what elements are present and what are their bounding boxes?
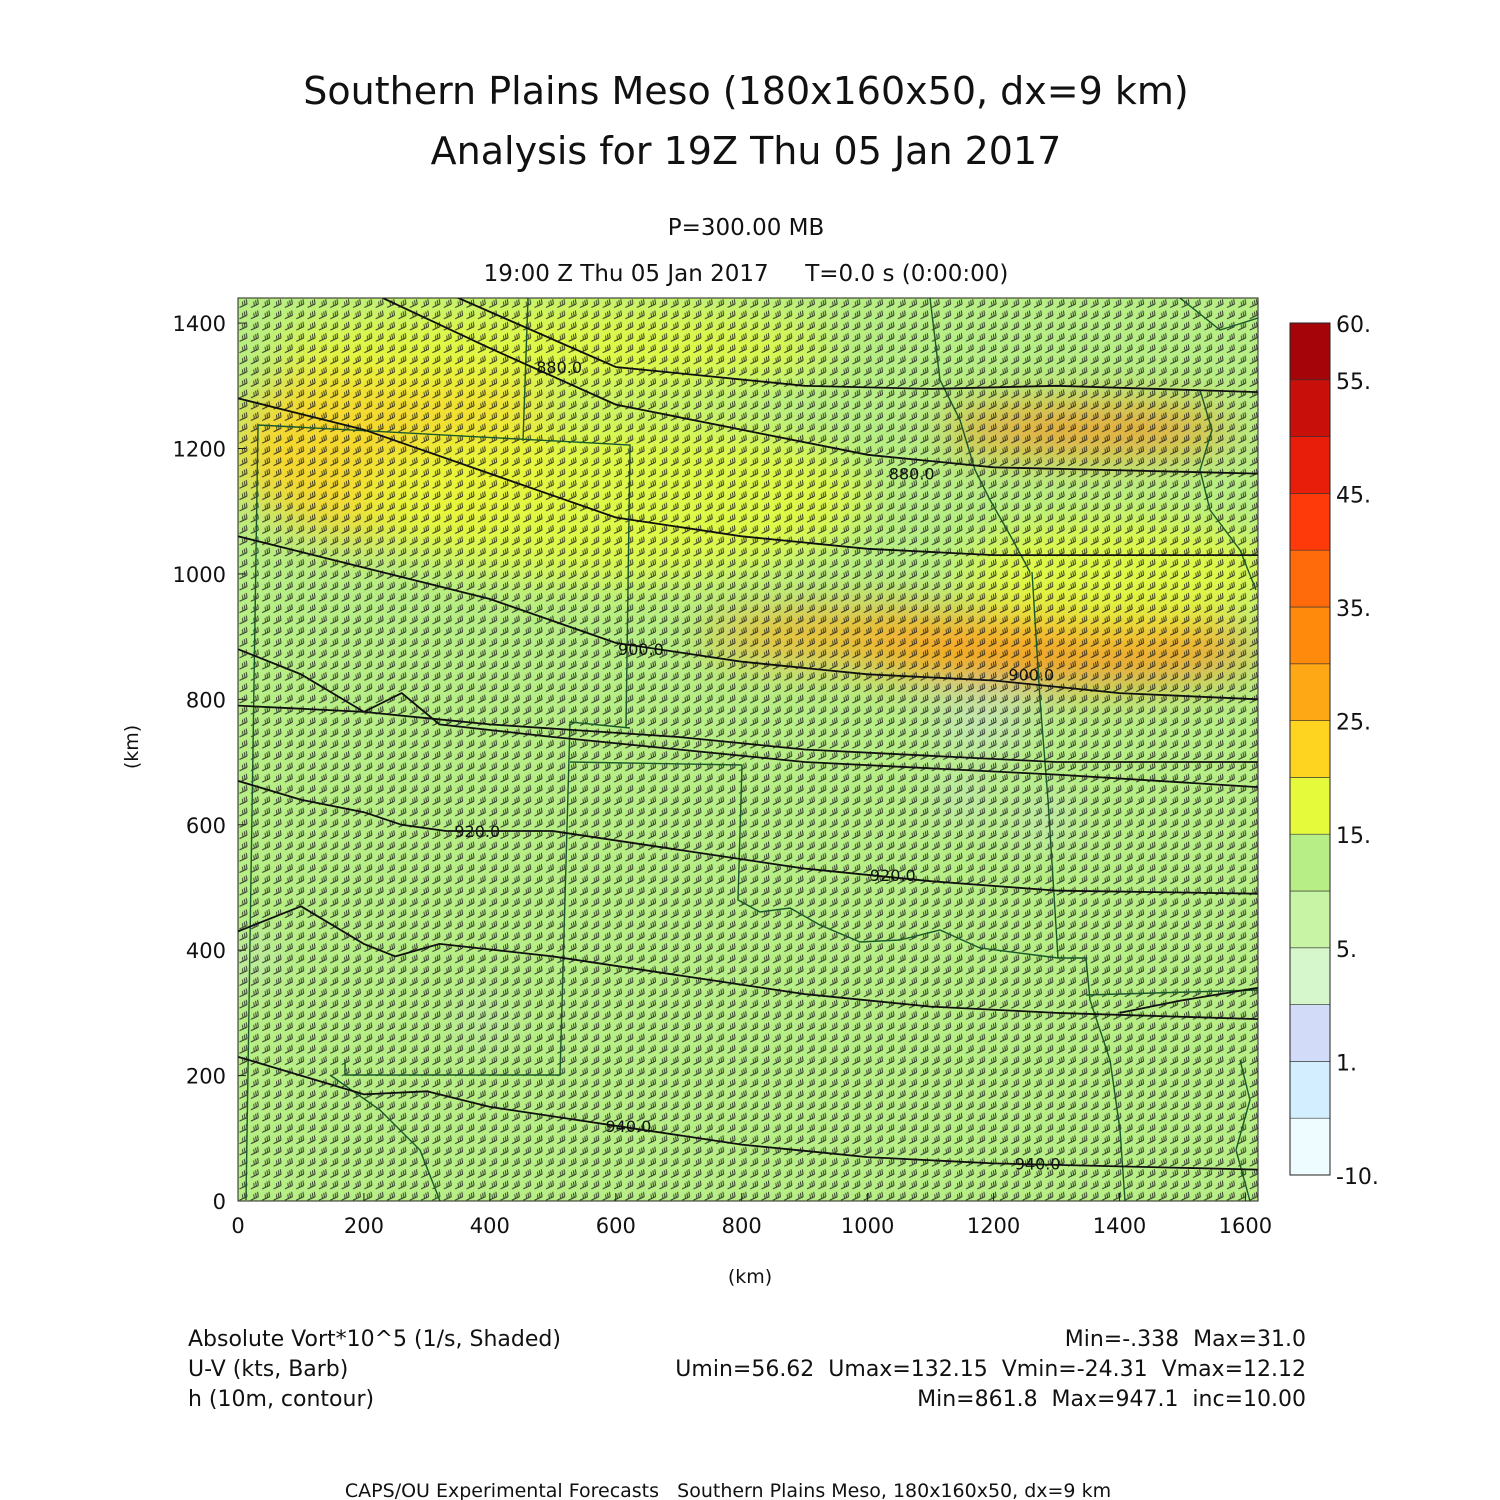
colorbar-segment xyxy=(1289,833,1331,892)
y-tick-label: 0 xyxy=(213,1190,226,1214)
height-contour-labels: 880.0 880.0 900.0 900.0 920.0 920.0 940.0 940.0 xyxy=(454,358,1060,1173)
chart-title-line1: Southern Plains Meso (180x160x50, dx=9 k… xyxy=(303,69,1188,113)
colorbar-segment xyxy=(1289,1004,1331,1062)
x-tick-label: 0 xyxy=(231,1214,244,1238)
contour-label: 880.0 xyxy=(536,358,582,377)
height-contours xyxy=(238,298,1258,1171)
y-tick-label: 600 xyxy=(186,814,226,838)
y-axis: 0 200 400 600 800 1000 1200 1400 xyxy=(173,312,246,1214)
height-contour-900 xyxy=(238,535,1258,701)
height-contour-890 xyxy=(238,397,1258,556)
contour-label: 900.0 xyxy=(618,640,664,659)
pressure-level-label: P=300.00 MB xyxy=(668,215,825,241)
x-tick-label: 1600 xyxy=(1219,1214,1272,1238)
field1-label: Absolute Vort*10^5 (1/s, Shaded) xyxy=(188,1327,561,1352)
colorbar-tick-label: 5. xyxy=(1336,938,1357,963)
valid-time-label: 19:00 Z Thu 05 Jan 2017 T=0.0 s (0:00:00… xyxy=(484,261,1009,287)
y-tick-label: 800 xyxy=(186,688,226,712)
colorbar-segment xyxy=(1289,890,1331,949)
y-tick-label: 1000 xyxy=(173,563,226,587)
colorbar: -10. 1. 5. 15. 25. 35. 45. 55. 60. xyxy=(1289,313,1379,1190)
colorbar-segment xyxy=(1289,322,1331,381)
colorbar-segment xyxy=(1289,379,1331,437)
field1-stats: Min=-.338 Max=31.0 xyxy=(1065,1327,1306,1352)
height-contour-900 xyxy=(238,648,1258,788)
colorbar-segment xyxy=(1289,720,1331,778)
height-contour-930 xyxy=(238,905,1258,1020)
colorbar-frame xyxy=(1289,322,1331,1176)
height-contour-910 xyxy=(238,704,1258,763)
colorbar-segment xyxy=(1289,606,1331,665)
contour-label: 900.0 xyxy=(1008,665,1054,684)
x-tick-label: 800 xyxy=(722,1214,762,1238)
y-tick-label: 1200 xyxy=(173,438,226,462)
y-tick-label: 1400 xyxy=(173,312,226,336)
height-contour-920 xyxy=(238,780,1258,895)
colorbar-tick-label: 1. xyxy=(1336,1051,1357,1076)
x-axis: 0 200 400 600 800 1000 1200 1400 1600 xyxy=(231,1193,1272,1238)
contour-label: 920.0 xyxy=(870,866,916,885)
field2-label: U-V (kts, Barb) xyxy=(188,1357,348,1382)
colorbar-segment xyxy=(1289,493,1331,551)
contour-label: 940.0 xyxy=(1015,1154,1061,1173)
colorbar-tick-label: 45. xyxy=(1336,483,1371,508)
x-tick-label: 400 xyxy=(470,1214,510,1238)
colorbar-tick-label: 15. xyxy=(1336,824,1371,849)
height-contour-880 xyxy=(382,298,1258,475)
colorbar-segment xyxy=(1289,436,1331,494)
x-tick-label: 1000 xyxy=(841,1214,894,1238)
colorbar-segment xyxy=(1289,1117,1331,1176)
colorbar-segment xyxy=(1289,947,1331,1005)
height-contour-940 xyxy=(238,1055,1258,1171)
field3-label: h (10m, contour) xyxy=(188,1387,374,1412)
colorbar-tick-label: -10. xyxy=(1336,1165,1379,1190)
field2-stats: Umin=56.62 Umax=132.15 Vmin=-24.31 Vmax=… xyxy=(675,1357,1306,1382)
colorbar-segment xyxy=(1289,549,1331,608)
wind-barbs xyxy=(238,298,1258,1201)
colorbar-tick-label: 55. xyxy=(1336,370,1371,395)
y-tick-label: 200 xyxy=(186,1065,226,1089)
colorbar-tick-label: 35. xyxy=(1336,597,1371,622)
x-tick-label: 1200 xyxy=(967,1214,1020,1238)
contour-label: 880.0 xyxy=(889,465,935,484)
height-contour-890 xyxy=(456,298,1258,393)
plot-area: 880.0 880.0 900.0 900.0 920.0 920.0 940.0 940.0 xyxy=(238,298,1258,1201)
x-tick-label: 600 xyxy=(596,1214,636,1238)
colorbar-tick-label: 25. xyxy=(1336,711,1371,736)
contour-label: 940.0 xyxy=(605,1117,651,1136)
x-axis-label: (km) xyxy=(728,1266,772,1288)
x-tick-label: 1400 xyxy=(1093,1214,1146,1238)
colorbar-segment xyxy=(1289,663,1331,721)
chart-title-line2: Analysis for 19Z Thu 05 Jan 2017 xyxy=(431,129,1062,173)
credit-line: CAPS/OU Experimental Forecasts Southern … xyxy=(345,1480,1111,1500)
y-tick-label: 400 xyxy=(186,939,226,963)
colorbar-segment xyxy=(1289,777,1331,835)
x-tick-label: 200 xyxy=(344,1214,384,1238)
colorbar-segment xyxy=(1289,1061,1331,1119)
y-axis-label: (km) xyxy=(121,725,143,769)
field3-stats: Min=861.8 Max=947.1 inc=10.00 xyxy=(917,1387,1306,1412)
contour-label: 920.0 xyxy=(454,822,500,841)
plot-frame xyxy=(237,297,1259,1202)
state-borders xyxy=(245,298,1258,1201)
height-contour-930 xyxy=(1119,986,1258,1014)
colorbar-tick-label: 60. xyxy=(1336,313,1371,338)
